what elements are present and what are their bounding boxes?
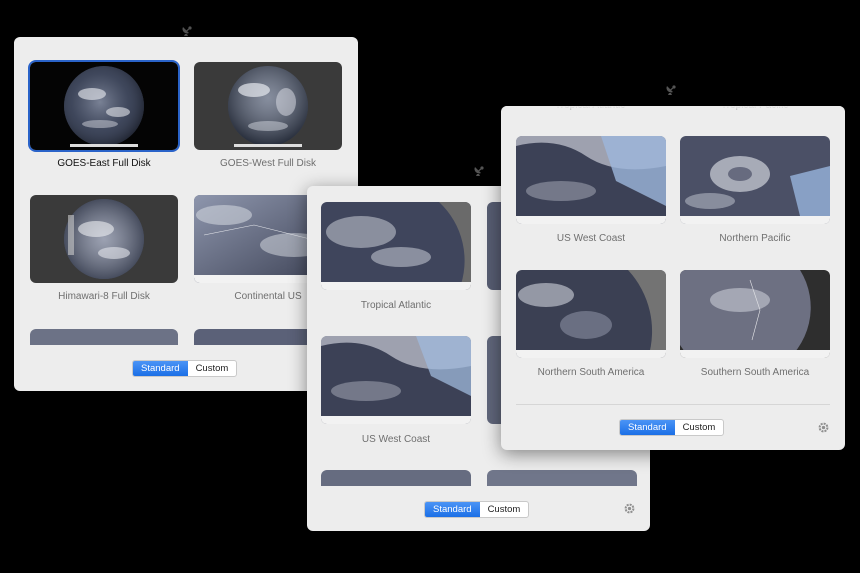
satellite-thumbnail[interactable] xyxy=(30,195,178,283)
custom-button[interactable]: Custom xyxy=(487,504,521,515)
popover-window-regions-scrolled: Tropical Atlantic Tropical Pacific US We… xyxy=(501,106,845,450)
tile-label: US West Coast xyxy=(556,233,626,244)
tile-label: Tropical Atlantic xyxy=(360,300,432,311)
tile-label: GOES-East Full Disk xyxy=(57,158,151,169)
satellite-thumbnail[interactable] xyxy=(680,270,830,358)
satellite-thumbnail-partial[interactable] xyxy=(321,470,471,486)
satellite-thumbnail[interactable] xyxy=(194,62,342,150)
gear-icon[interactable] xyxy=(817,421,830,434)
tile-label: Southern South America xyxy=(700,367,810,378)
tile-label: Continental US xyxy=(234,291,302,302)
satellite-thumbnail[interactable] xyxy=(680,136,830,224)
custom-button[interactable]: Custom xyxy=(682,422,716,433)
mode-segmented-control[interactable]: Standard Custom xyxy=(424,501,530,518)
satellite-thumbnail-partial[interactable] xyxy=(194,329,342,345)
gear-icon[interactable] xyxy=(623,502,636,515)
tile-label: GOES-West Full Disk xyxy=(220,158,316,169)
satellite-thumbnail[interactable] xyxy=(321,336,471,424)
satellite-thumbnail[interactable] xyxy=(516,136,666,224)
satellite-thumbnail[interactable] xyxy=(30,62,178,150)
divider xyxy=(516,404,830,405)
tile-label: US West Coast xyxy=(361,434,431,445)
satellite-dish-icon[interactable] xyxy=(473,163,487,177)
tile-label: Himawari-8 Full Disk xyxy=(58,291,150,302)
standard-button[interactable]: Standard xyxy=(620,420,675,435)
standard-button[interactable]: Standard xyxy=(425,502,480,517)
tile-label: Northern Pacific xyxy=(719,233,791,244)
satellite-thumbnail[interactable] xyxy=(321,202,471,290)
popover-window-full-disk: GOES-East Full Disk GOES-West Full Disk xyxy=(14,37,358,391)
satellite-dish-icon[interactable] xyxy=(181,23,195,37)
satellite-thumbnail-partial[interactable] xyxy=(30,329,178,345)
scroll-fade xyxy=(501,106,845,114)
mode-segmented-control[interactable]: Standard Custom xyxy=(132,360,238,377)
satellite-thumbnail-partial[interactable] xyxy=(487,470,637,486)
satellite-dish-icon[interactable] xyxy=(665,82,679,96)
custom-button[interactable]: Custom xyxy=(195,363,229,374)
standard-button[interactable]: Standard xyxy=(133,361,188,376)
tile-label: Northern South America xyxy=(537,367,645,378)
satellite-thumbnail[interactable] xyxy=(516,270,666,358)
mode-segmented-control[interactable]: Standard Custom xyxy=(619,419,725,436)
